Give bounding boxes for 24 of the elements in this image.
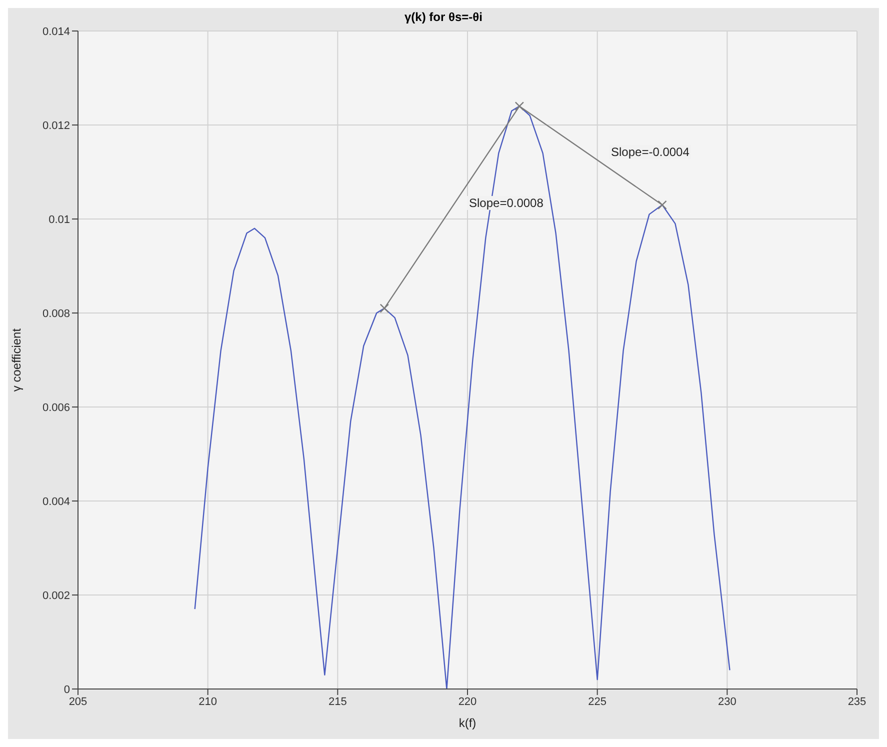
x-tick-label: 225 bbox=[588, 696, 607, 708]
x-tick-label: 210 bbox=[198, 696, 218, 708]
annotation: Slope=0.0008 bbox=[467, 196, 546, 210]
x-tick-label: 205 bbox=[68, 696, 88, 708]
y-tick-label: 0 bbox=[64, 684, 70, 696]
y-tick-label: 0.014 bbox=[42, 26, 70, 38]
y-tick-label: 0.012 bbox=[42, 120, 70, 132]
line-series bbox=[194, 106, 730, 689]
chart-title: γ(k) for θs=-θi bbox=[404, 10, 484, 24]
x-tick-label: 215 bbox=[328, 696, 347, 708]
point bbox=[658, 200, 667, 210]
y-axis-title: γ coefficient bbox=[9, 328, 24, 392]
point bbox=[380, 304, 390, 313]
y-tick-label: 0.008 bbox=[42, 308, 70, 320]
x-axis-title: k(f) bbox=[458, 716, 476, 730]
annotation: Slope=-0.0004 bbox=[609, 145, 692, 159]
x-tick-label: 235 bbox=[848, 696, 866, 708]
point bbox=[514, 102, 524, 111]
y-tick-label: 0.006 bbox=[42, 402, 70, 414]
y-tick-label: 0.01 bbox=[48, 214, 70, 226]
x-tick-label: 230 bbox=[718, 696, 736, 708]
y-tick-label: 0.004 bbox=[42, 496, 70, 508]
x-tick-label: 220 bbox=[458, 696, 477, 708]
y-tick-label: 0.002 bbox=[42, 590, 70, 602]
